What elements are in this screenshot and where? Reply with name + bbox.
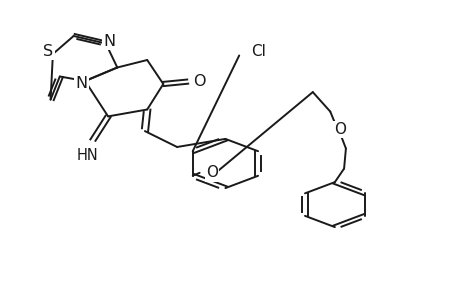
Text: Cl: Cl [250, 44, 265, 59]
Text: N: N [75, 76, 87, 92]
Text: O: O [334, 122, 346, 137]
Text: HN: HN [76, 148, 98, 163]
Text: N: N [103, 34, 115, 49]
Text: O: O [206, 165, 218, 180]
Text: O: O [192, 74, 205, 88]
Text: S: S [43, 44, 53, 59]
